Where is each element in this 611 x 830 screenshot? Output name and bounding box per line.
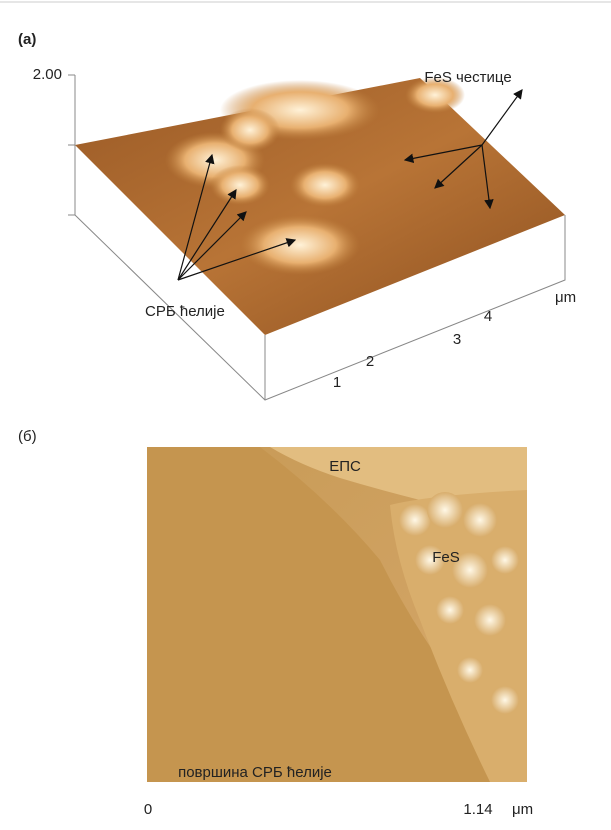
afm-image: [147, 447, 527, 782]
x-tick-label: 3: [453, 331, 461, 348]
surface-3d: [68, 74, 566, 401]
annotation: СРБ ћелије: [145, 303, 225, 320]
panel-label: (a): [18, 31, 36, 48]
scale-label: 1.14: [463, 801, 492, 818]
scale-label: 0: [144, 801, 152, 818]
annotation: FeS: [432, 549, 460, 566]
unit-label: μm: [512, 801, 533, 818]
arrows: [177, 89, 523, 281]
z-tick-label: 2.00: [33, 66, 62, 83]
x-tick-label: 1: [333, 374, 341, 391]
unit-label: μm: [555, 289, 576, 306]
x-tick-label: 2: [366, 353, 374, 370]
annotation: површина СРБ ћелије: [178, 764, 332, 781]
panel-label: (б): [18, 428, 37, 445]
annotation: FeS честице: [424, 69, 511, 86]
annotation: ЕПС: [329, 458, 361, 475]
x-tick-label: 4: [484, 308, 492, 325]
